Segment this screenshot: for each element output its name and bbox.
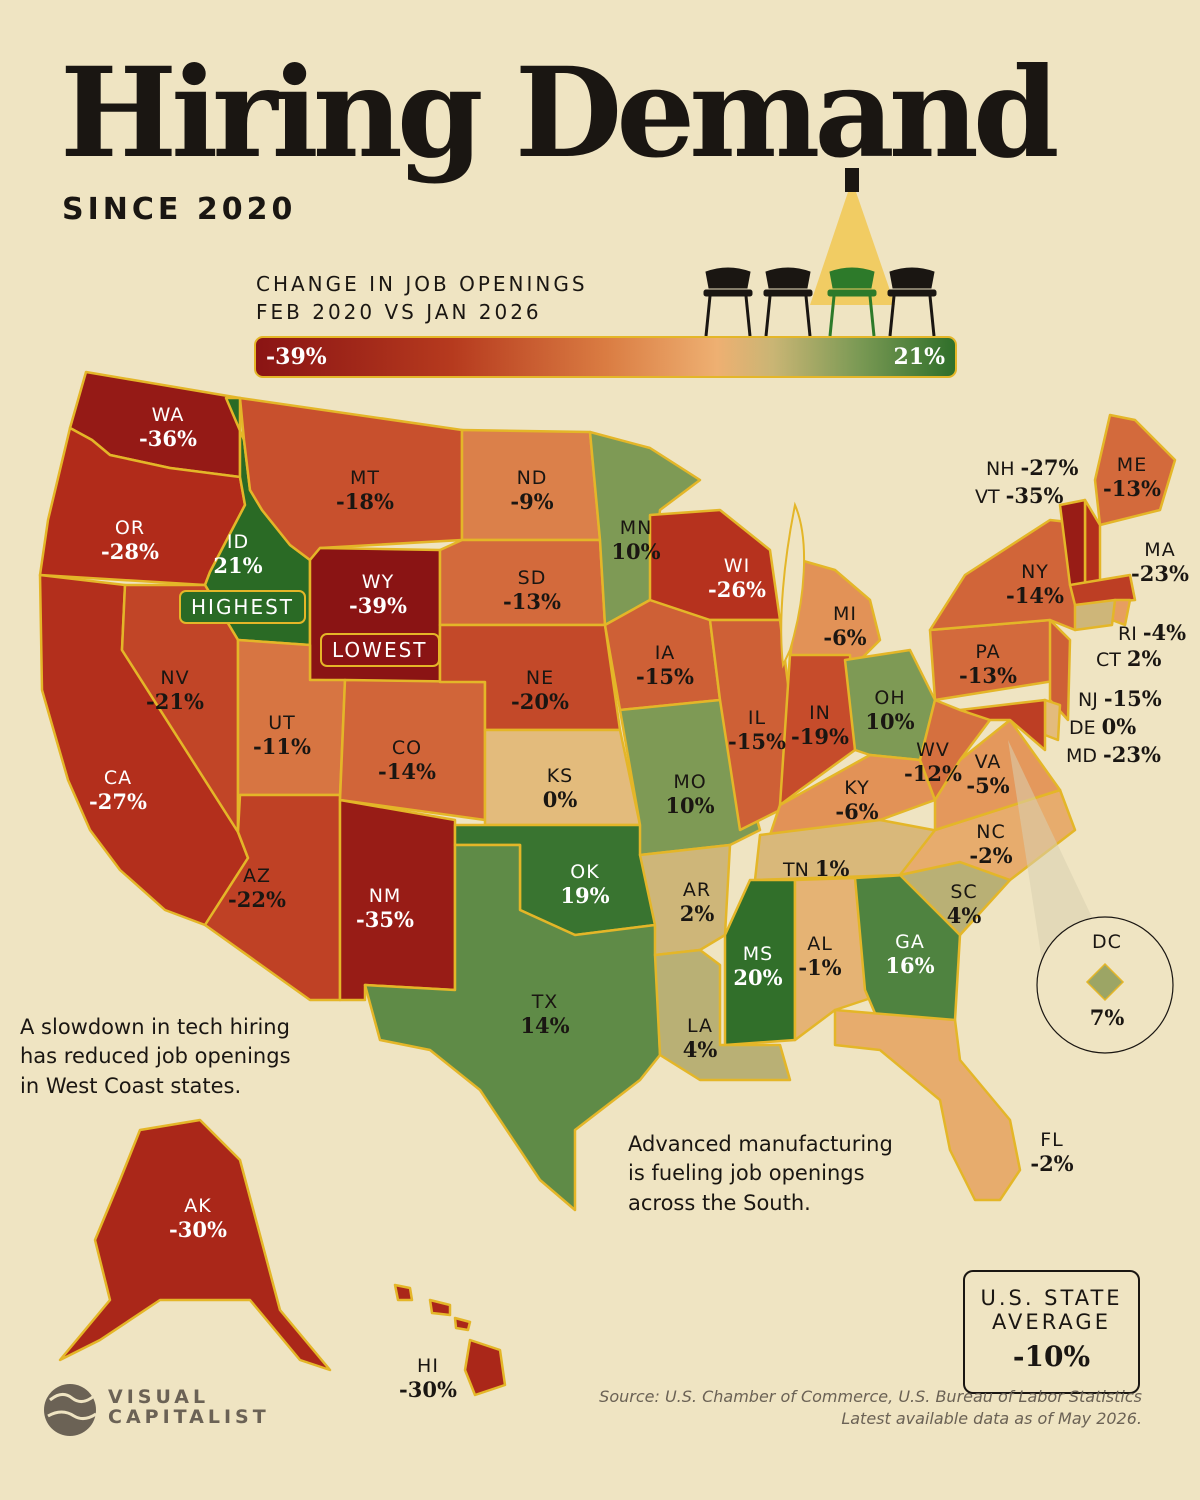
state-label-nm: NM -35% — [356, 885, 414, 932]
state-label-fl: FL -2% — [1030, 1129, 1074, 1176]
state-label-il: IL -15% — [728, 707, 786, 754]
average-label-line2: AVERAGE — [992, 1310, 1111, 1334]
state-shape-ma — [1068, 573, 1137, 607]
state-label-nd: ND -9% — [510, 467, 554, 514]
state-shape-la — [653, 948, 792, 1082]
state-label-pa: PA -13% — [959, 641, 1017, 688]
state-shape-hi — [463, 1338, 507, 1397]
state-label-ut: UT -11% — [253, 712, 311, 759]
legend-min-label: -39% — [266, 344, 327, 370]
state-label-mn: MN 10% — [611, 517, 661, 564]
legend-color-bar: -39% 21% — [254, 336, 957, 378]
state-label-sc: SC 4% — [946, 881, 982, 928]
state-label-ks: KS 0% — [542, 765, 578, 812]
state-shape-hi — [428, 1298, 452, 1317]
average-label-line1: U.S. STATE — [980, 1286, 1123, 1310]
page-subtitle: SINCE 2020 — [62, 192, 297, 227]
state-label-nh: NH -27% — [986, 455, 1079, 480]
state-label-az: AZ -22% — [228, 865, 286, 912]
state-label-oh: OH 10% — [865, 687, 915, 734]
state-label-md: MD -23% — [1066, 742, 1161, 767]
state-label-ok: OK 19% — [560, 861, 610, 908]
state-shape-hi — [393, 1283, 414, 1302]
visual-capitalist-logo-icon — [44, 1384, 97, 1436]
state-label-ak: AK -30% — [169, 1195, 227, 1242]
state-shape-fl — [833, 1008, 1022, 1202]
state-label-ar: AR 2% — [679, 879, 715, 926]
west-coast-note: A slowdown in tech hiring has reduced job… — [20, 1015, 291, 1098]
legend-period: FEB 2020 VS JAN 2026 — [256, 300, 542, 324]
state-label-de: DE 0% — [1069, 714, 1137, 739]
state-label-dc-value: 7% — [1089, 1005, 1125, 1030]
state-label-la: LA 4% — [682, 1015, 718, 1062]
source-note: Source: U.S. Chamber of Commerce, U.S. B… — [599, 1387, 1142, 1429]
state-label-hi: HI -30% — [399, 1355, 457, 1402]
state-label-wi: WI -26% — [708, 555, 766, 602]
state-label-tn: TN 1% — [783, 856, 850, 881]
state-label-ma: MA -23% — [1131, 539, 1189, 586]
state-label-sd: SD -13% — [503, 567, 561, 614]
average-value: -10% — [1012, 1340, 1091, 1373]
state-label-co: CO -14% — [378, 737, 436, 784]
state-shape-ct — [1073, 598, 1117, 632]
state-label-in: IN -19% — [791, 702, 849, 749]
state-label-or: OR -28% — [101, 517, 159, 564]
legend-title: CHANGE IN JOB OPENINGS — [256, 272, 588, 296]
legend-max-label: 21% — [893, 344, 945, 370]
state-shape-de — [1043, 698, 1062, 742]
state-shape-nj — [1048, 618, 1072, 722]
state-label-id: ID 21% — [213, 531, 263, 578]
dc-shape — [1085, 962, 1125, 1002]
state-label-nj: NJ -15% — [1078, 686, 1162, 711]
state-label-va: VA -5% — [966, 751, 1010, 798]
state-shape-hi — [453, 1316, 472, 1332]
state-average-box: U.S. STATE AVERAGE -10% — [963, 1270, 1140, 1394]
state-label-mo: MO 10% — [665, 771, 715, 818]
state-label-ne: NE -20% — [511, 667, 569, 714]
state-label-ny: NY -14% — [1006, 561, 1064, 608]
state-label-ky: KY -6% — [835, 777, 879, 824]
state-label-me: ME -13% — [1103, 454, 1161, 501]
state-shape-in — [778, 653, 857, 807]
state-shape-md — [958, 698, 1047, 752]
state-label-nv: NV -21% — [146, 667, 204, 714]
state-label-nc: NC -2% — [969, 821, 1013, 868]
brand-logo-text: VISUAL CAPITALIST — [108, 1386, 270, 1428]
state-label-ca: CA -27% — [89, 767, 147, 814]
state-label-ri: RI -4% — [1118, 620, 1187, 645]
state-shape-tx — [363, 843, 662, 1212]
state-label-tx: TX 14% — [520, 991, 570, 1038]
state-label-vt: VT -35% — [975, 483, 1064, 508]
south-note: Advanced manufacturing is fueling job ope… — [628, 1132, 893, 1215]
state-label-dc-abbr: DC — [1092, 931, 1122, 953]
state-label-mi: MI -6% — [823, 603, 867, 650]
state-label-wv: WV -12% — [904, 739, 962, 786]
state-label-al: AL -1% — [798, 933, 842, 980]
page-title: Hiring Demand — [60, 41, 1060, 186]
highest-tag: HIGHEST — [179, 590, 307, 624]
state-label-ia: IA -15% — [636, 642, 694, 689]
state-label-ct: CT 2% — [1096, 646, 1162, 671]
state-label-wa: WA -36% — [139, 404, 197, 451]
state-label-mt: MT -18% — [336, 467, 394, 514]
chairs-icon — [703, 168, 937, 337]
state-label-wy: WY -39% — [349, 571, 407, 618]
state-label-ms: MS 20% — [733, 943, 783, 990]
state-shape-ak — [58, 1118, 332, 1372]
state-label-ga: GA 16% — [885, 931, 935, 978]
lowest-tag: LOWEST — [320, 633, 440, 667]
